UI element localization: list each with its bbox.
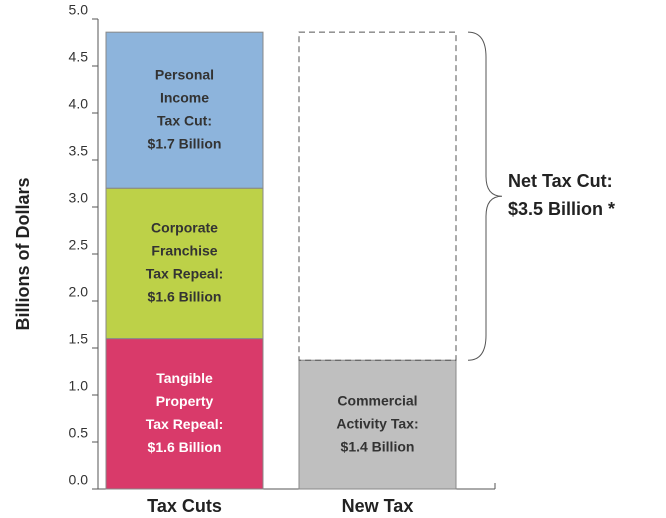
bar-label: Personal	[155, 66, 214, 82]
bar-label: Tax Repeal:	[146, 266, 224, 282]
annotation: Net Tax Cut:	[508, 171, 613, 191]
y-tick-label: 2.0	[69, 284, 89, 300]
y-tick-label: 0.5	[69, 425, 89, 441]
bar-label: Corporate	[151, 220, 218, 236]
bar-segment	[105, 187, 264, 340]
y-axis-label: Billions of Dollars	[13, 177, 33, 330]
bar-label: Tangible	[156, 370, 213, 386]
bar-label: $1.4 Billion	[341, 438, 415, 454]
x-tick-label: New Tax	[342, 496, 414, 516]
bar-label: $1.7 Billion	[148, 135, 222, 151]
y-tick-label: 3.5	[69, 143, 89, 159]
bar-label: Franchise	[151, 243, 217, 259]
annotation: $3.5 Billion *	[508, 199, 615, 219]
y-tick-label: 2.5	[69, 237, 89, 253]
y-tick-label: 1.5	[69, 331, 89, 347]
y-tick-label: 3.0	[69, 190, 89, 206]
bar-segment	[105, 31, 264, 189]
y-tick-label: 1.0	[69, 378, 89, 394]
y-tick-label: 0.0	[69, 472, 89, 488]
y-tick-label: 4.5	[69, 49, 89, 65]
dashed-bar	[298, 31, 457, 361]
y-tick-label: 5.0	[69, 2, 89, 18]
y-tick-label: 4.0	[69, 96, 89, 112]
bar-label: Activity Tax:	[336, 415, 418, 431]
bar-label: $1.6 Billion	[148, 289, 222, 305]
brace	[467, 31, 503, 361]
x-tick-label: Tax Cuts	[147, 496, 222, 516]
bar-label: Tax Repeal:	[146, 416, 224, 432]
bar-segment	[298, 359, 457, 490]
bar-label: Income	[160, 89, 209, 105]
bar-segment	[105, 338, 264, 490]
bar-label: Property	[156, 393, 214, 409]
bar-label: Tax Cut:	[157, 112, 212, 128]
bar-label: Commercial	[337, 392, 417, 408]
bar-label: $1.6 Billion	[148, 439, 222, 455]
